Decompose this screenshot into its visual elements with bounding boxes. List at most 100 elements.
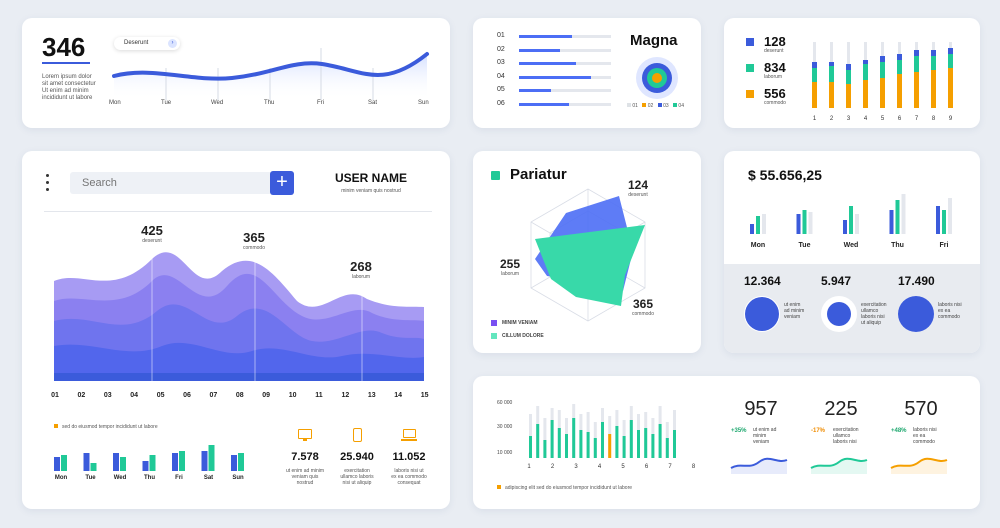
- amount-stat: 12.364 ut enim ad minim veniam: [744, 264, 820, 353]
- stack-bar-mid: [897, 60, 902, 74]
- amount-bar: [948, 198, 952, 234]
- week-bar-green: [90, 463, 97, 471]
- stat-value: 128: [764, 34, 786, 49]
- progress-label: 03: [497, 59, 505, 66]
- bottom-stat-desc: ex ea: [913, 433, 926, 439]
- amount-bar: [808, 212, 813, 234]
- card3-stacked-chart: 1 2 3 4 5 6 7 8 9: [812, 42, 953, 122]
- area-x-label: 14: [394, 392, 403, 399]
- amount-day-label: Tue: [798, 242, 811, 249]
- week-bar-green: [208, 445, 215, 471]
- week-day-label: Mon: [54, 475, 68, 481]
- bottom-bar: [665, 438, 669, 458]
- y-tick-label: 10 000: [497, 450, 513, 456]
- stat-value: 556: [764, 86, 786, 101]
- stack-bar-top: [846, 64, 851, 70]
- progress-label: 01: [497, 32, 505, 39]
- stack-bar-mid: [931, 56, 936, 70]
- card1-pill[interactable]: Deserunt ›: [114, 37, 180, 50]
- device-stat-desc: veniam quis: [291, 474, 319, 480]
- bottom-stat: 225 -17% exercitation ullamco laboris nisi: [803, 394, 879, 499]
- stack-bar-mid: [880, 62, 885, 78]
- stack-x-label: 7: [915, 116, 919, 122]
- more-vertical-icon[interactable]: [44, 173, 50, 191]
- week-bar-blue: [231, 455, 237, 471]
- y-tick-label: 60 000: [497, 400, 513, 406]
- bottom-bar: [622, 436, 626, 458]
- stat-swatch: [746, 38, 754, 46]
- area-x-label: 05: [156, 392, 165, 399]
- device-stat-desc: ex ea commodo: [391, 474, 427, 480]
- amount-day-label: Fri: [939, 242, 949, 249]
- bottom-stats: 957 +35% ut enim ad minim veniam 225 -17% exerc…: [723, 394, 973, 499]
- bottom-bar: [644, 428, 648, 458]
- amount-stat: 17.490 laboris nisi ex ea commodo: [898, 264, 974, 353]
- peak-label-3: 268 laborum: [350, 259, 372, 280]
- amount-stat-desc: ullamco: [861, 308, 879, 314]
- radar-label-1: 124 deserunt: [627, 178, 649, 198]
- stack-bar-mid: [863, 64, 868, 80]
- stat-swatch: [746, 64, 754, 72]
- card-bottom-stats: 60 000 30 000 10 000 1 2 3 4 5 6 7 8 adipiscing el…: [473, 376, 980, 509]
- area-x-label: 10: [288, 392, 297, 399]
- card2-title: Magna: [630, 32, 678, 49]
- header-divider: [44, 211, 432, 212]
- weekly-bar-chart: [54, 445, 244, 471]
- ring-icon: [898, 296, 934, 332]
- amount-stat-desc: veniam: [784, 314, 801, 320]
- bottom-x-label: 2: [551, 464, 555, 470]
- progress-track: [519, 48, 611, 52]
- stack-bar-bottom: [812, 82, 817, 108]
- progress-fill: [519, 89, 552, 92]
- stack-bar-top: [863, 60, 868, 64]
- bottom-stat-desc: ullamco: [833, 433, 851, 439]
- bottom-stat-desc: veniam: [753, 439, 770, 445]
- bottom-bar: [572, 418, 576, 458]
- area-x-label: 06: [183, 392, 191, 399]
- stack-bar-bottom: [863, 80, 868, 108]
- bottom-stat-pct: +48%: [891, 428, 907, 434]
- area-x-label: 01: [51, 392, 59, 399]
- device-stats: 7.578 ut enim ad minim veniam quis nostrud 2…: [280, 428, 430, 499]
- progress-row: 02: [497, 46, 617, 56]
- amount-day-label: Thu: [891, 242, 904, 249]
- amount-value: $ 55.656,25: [748, 167, 822, 183]
- bottom-bar: [543, 440, 547, 458]
- device-stat-desc: ut enim ad minim: [285, 468, 325, 474]
- bars-legend: sed do eiusmod tempor incididunt ut labo…: [54, 424, 158, 430]
- stack-x-label: 4: [864, 116, 868, 122]
- stack-bar-top: [812, 62, 817, 68]
- amount-stats: 12.364 ut enim ad minim veniam 5.947 exercita…: [724, 264, 980, 353]
- sparkline: [890, 457, 948, 474]
- bottom-stat-desc: exercitation: [833, 427, 859, 433]
- y-tick-label: 30 000: [497, 424, 513, 430]
- device-stat-desc: nostrud: [296, 480, 314, 486]
- search-input[interactable]: [70, 172, 272, 194]
- bottom-bar: [593, 438, 597, 458]
- progress-label: 05: [497, 86, 505, 93]
- phone-icon: [350, 428, 364, 442]
- week-day-label: Wed: [113, 475, 127, 481]
- bottom-x-label: 6: [645, 464, 649, 470]
- stat-swatch: [746, 90, 754, 98]
- stack-bar-bottom: [880, 78, 885, 108]
- progress-label: 02: [497, 45, 505, 53]
- week-day-label: Fri: [175, 475, 183, 481]
- stack-bar-top: [829, 62, 834, 66]
- monitor-icon: [298, 429, 312, 441]
- amount-bar: [936, 206, 940, 234]
- add-button[interactable]: +: [270, 171, 294, 195]
- stack-x-label: 9: [949, 116, 953, 122]
- stack-bar-mid: [846, 70, 851, 84]
- bottom-x-label: 7: [668, 464, 672, 470]
- week-day-label: Tue: [85, 475, 96, 481]
- sparkline: [810, 457, 868, 474]
- bottom-bar: [608, 434, 612, 458]
- bottom-stat-pct: +35%: [731, 428, 747, 434]
- bottom-stat-desc: laboris nisi: [913, 427, 937, 433]
- stack-bar-bottom: [914, 72, 919, 108]
- amount-stat-value: 17.490: [898, 274, 935, 288]
- device-stat-desc: exercitation: [344, 468, 370, 474]
- card-stacked-bars: 128 deserunt 834 laborum 556 commodo 1 2 3 4 5 6 7 8…: [724, 18, 980, 128]
- radar-label-2: 255 laborum: [499, 257, 521, 277]
